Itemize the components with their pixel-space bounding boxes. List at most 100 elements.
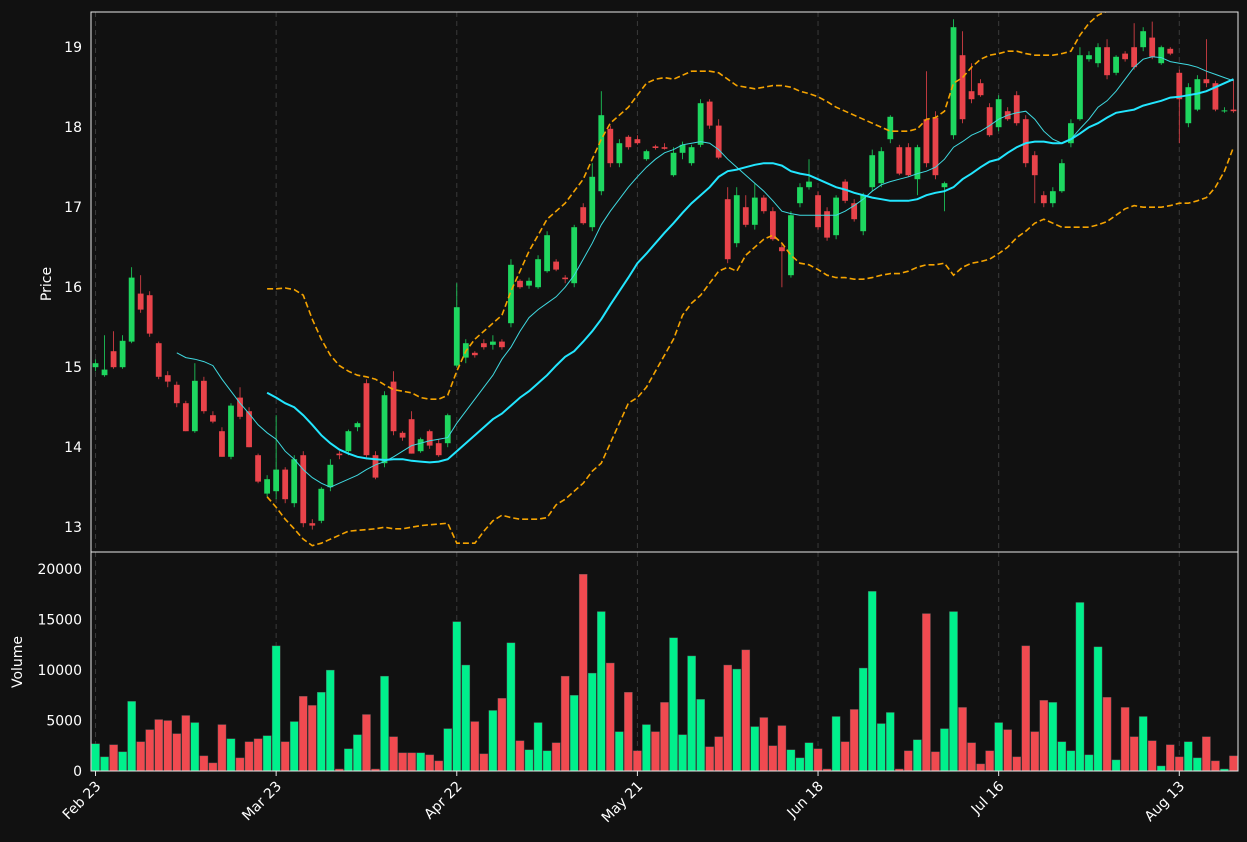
volume-bar bbox=[398, 752, 407, 772]
candle-body bbox=[246, 411, 252, 448]
volume-bar bbox=[949, 611, 958, 772]
volume-bar bbox=[913, 739, 922, 772]
candle-body bbox=[372, 455, 379, 478]
volume-bar bbox=[858, 667, 868, 772]
candle-body bbox=[309, 523, 316, 526]
candle-body bbox=[1022, 119, 1029, 164]
candle-body bbox=[435, 443, 442, 456]
volume-bar bbox=[344, 748, 353, 772]
volume-bar bbox=[1039, 700, 1049, 772]
volume-bar bbox=[208, 762, 218, 772]
candle-body bbox=[119, 340, 126, 368]
volume-bar bbox=[443, 728, 453, 772]
volume-bar bbox=[1066, 750, 1076, 772]
candle-body bbox=[833, 197, 839, 236]
candle-body bbox=[968, 91, 975, 100]
volume-bar bbox=[353, 734, 362, 772]
y-tick-label: 16 bbox=[64, 280, 82, 296]
candle-body bbox=[1031, 155, 1038, 176]
volume-bar bbox=[994, 722, 1003, 772]
candle-body bbox=[291, 459, 298, 504]
volume-bar bbox=[1211, 760, 1220, 772]
volume-bar bbox=[100, 756, 109, 772]
volume-bar bbox=[244, 741, 254, 772]
candle-body bbox=[670, 152, 677, 176]
candle-body bbox=[842, 181, 849, 201]
volume-panel-frame bbox=[90, 551, 1239, 772]
volume-bar bbox=[642, 724, 651, 772]
candle-body bbox=[417, 439, 424, 452]
volume-bar bbox=[389, 736, 398, 772]
candle-body bbox=[797, 187, 803, 204]
volume-bar bbox=[109, 744, 118, 772]
volume-bar bbox=[840, 741, 850, 772]
candle-body bbox=[887, 116, 894, 140]
candle-body bbox=[589, 176, 596, 228]
candle-body bbox=[1077, 55, 1083, 120]
candle-body bbox=[255, 455, 261, 482]
volume-bar bbox=[678, 734, 687, 772]
volume-bar bbox=[416, 752, 425, 772]
volume-bar bbox=[262, 735, 272, 772]
volume-bar bbox=[1156, 765, 1166, 772]
candle-body bbox=[426, 431, 433, 446]
volume-bar bbox=[922, 613, 931, 772]
candle-body bbox=[318, 488, 325, 521]
candle-body bbox=[715, 125, 722, 158]
volume-bar bbox=[226, 738, 236, 772]
volume-bar bbox=[317, 692, 326, 772]
volume-bar bbox=[1111, 759, 1121, 772]
candle-body bbox=[399, 432, 406, 438]
candle-body bbox=[264, 479, 271, 494]
volume-bar bbox=[976, 763, 985, 772]
candle-body bbox=[173, 384, 180, 404]
volume-bar bbox=[1012, 756, 1021, 772]
volume-bar bbox=[687, 655, 696, 772]
volume-bar bbox=[298, 696, 308, 772]
volume-bar bbox=[1202, 736, 1211, 772]
candle-body bbox=[598, 115, 605, 192]
volume-bar bbox=[1175, 756, 1184, 772]
candle-body bbox=[1131, 47, 1138, 68]
volume-bar bbox=[326, 669, 335, 772]
candle-body bbox=[643, 151, 650, 160]
volume-bar bbox=[425, 754, 434, 772]
volume-bar bbox=[1030, 731, 1040, 772]
volume-bar bbox=[470, 721, 480, 772]
volume-bar bbox=[633, 750, 642, 772]
candle-body bbox=[381, 395, 388, 464]
volume-bar bbox=[985, 750, 994, 772]
candle-body bbox=[146, 295, 153, 334]
volume-bar bbox=[515, 740, 525, 772]
candle-body bbox=[625, 136, 632, 148]
volume-bar bbox=[696, 699, 705, 772]
candle-body bbox=[92, 363, 99, 368]
volume-bar bbox=[1003, 729, 1012, 772]
candle-body bbox=[697, 103, 704, 145]
candle-body bbox=[661, 147, 668, 149]
volume-bar bbox=[289, 721, 299, 772]
candle-body bbox=[490, 341, 496, 345]
volume-bar bbox=[181, 715, 191, 772]
candle-body bbox=[1086, 55, 1092, 60]
marks bbox=[91, 19, 1238, 772]
candle-body bbox=[1185, 87, 1192, 124]
volume-bar bbox=[280, 741, 290, 772]
candle-body bbox=[219, 431, 225, 457]
indicator-line bbox=[266, 78, 1234, 464]
candle-body bbox=[733, 195, 740, 244]
candle-body bbox=[788, 215, 794, 276]
candle-body bbox=[444, 415, 451, 444]
candle-body bbox=[580, 207, 587, 224]
volume-bar bbox=[235, 757, 245, 772]
candle-body bbox=[878, 151, 885, 184]
volume-bar bbox=[497, 698, 507, 772]
volume-bar bbox=[551, 742, 561, 772]
candle-body bbox=[155, 343, 162, 377]
candle-body bbox=[724, 199, 731, 260]
volume-bar bbox=[1075, 602, 1085, 772]
candle-body bbox=[1167, 48, 1174, 54]
candle-body bbox=[941, 183, 948, 188]
volume-bar bbox=[560, 675, 570, 772]
candle-body bbox=[751, 197, 758, 225]
